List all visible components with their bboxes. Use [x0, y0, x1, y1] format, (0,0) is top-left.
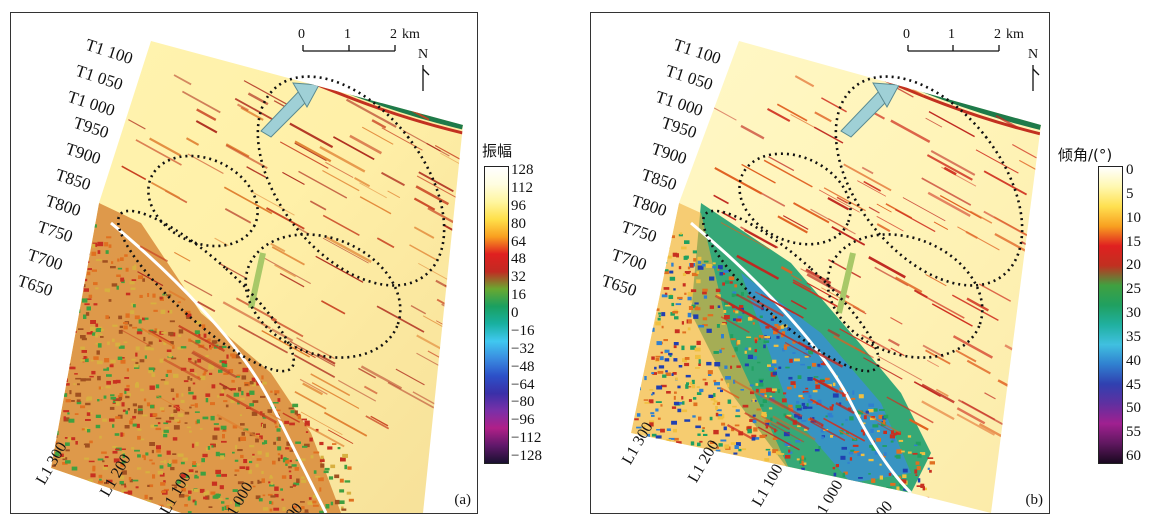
colorbar-tick: −80 [511, 394, 535, 411]
colorbar-tick: 50 [1126, 400, 1141, 417]
colorbar-tick: 96 [511, 197, 526, 214]
colorbar-tick: 112 [511, 179, 533, 196]
north-arrow-label: N [418, 47, 429, 62]
colorbar-tick: 5 [1126, 185, 1134, 202]
colorbar-tick: 25 [1126, 281, 1141, 298]
colorbar-tick: 0 [1126, 162, 1134, 178]
colorbar-title: 倾角/(°) [1058, 146, 1113, 164]
colorbar-tick: 45 [1126, 376, 1141, 393]
colorbar-gradient [484, 166, 509, 464]
colorbar-tick: 0 [511, 305, 519, 321]
panel-a-amplitude-map: T1 100 T1 050 T1 000 T950 T900 T850 T800… [10, 12, 478, 514]
amplitude-map-image [51, 41, 463, 513]
colorbar-tick: −16 [511, 322, 535, 339]
scale-tick: 2 [994, 27, 1001, 42]
colorbar-tick: 40 [1126, 352, 1141, 369]
colorbar-gradient [1098, 166, 1123, 464]
colorbar-tick: −64 [511, 376, 535, 393]
scale-tick: 1 [948, 27, 955, 42]
colorbar-tick: 20 [1126, 257, 1141, 274]
scale-tick: 0 [298, 27, 305, 42]
panel-tag: (a) [454, 492, 471, 508]
colorbar-tick: −48 [511, 358, 535, 375]
colorbar-tick: 10 [1126, 209, 1141, 226]
colorbar-tick: −112 [511, 430, 542, 447]
colorbar-tick: 48 [511, 251, 526, 268]
colorbar-tick: 16 [511, 287, 526, 304]
scale-unit: km [402, 27, 420, 42]
colorbar-tick: 30 [1126, 305, 1141, 321]
colorbar-tick: 60 [1126, 448, 1141, 464]
dip-map-image [631, 41, 1041, 513]
colorbar-title: 振幅 [482, 142, 513, 160]
colorbar-tick: 64 [511, 233, 526, 250]
panel-b-dip-map: T1 100 T1 050 T1 000 T950 T900 T850 T800… [590, 12, 1050, 514]
colorbar-tick: 128 [511, 162, 534, 178]
colorbar-tick: 80 [511, 215, 526, 232]
panel-tag: (b) [1025, 492, 1044, 508]
colorbar-tick: 15 [1126, 233, 1141, 250]
colorbar-tick: −96 [511, 412, 535, 429]
colorbar-tick: 32 [511, 269, 526, 286]
colorbar-tick: 35 [1126, 328, 1141, 345]
scale-tick: 1 [344, 27, 351, 42]
scale-tick: 2 [390, 27, 397, 42]
scale-tick: 0 [903, 27, 910, 42]
colorbar-tick: −32 [511, 340, 535, 357]
colorbar-tick: 55 [1126, 424, 1141, 441]
colorbar-tick: −128 [511, 448, 542, 464]
north-arrow-label: N [1028, 47, 1039, 62]
scale-unit: km [1006, 27, 1024, 42]
